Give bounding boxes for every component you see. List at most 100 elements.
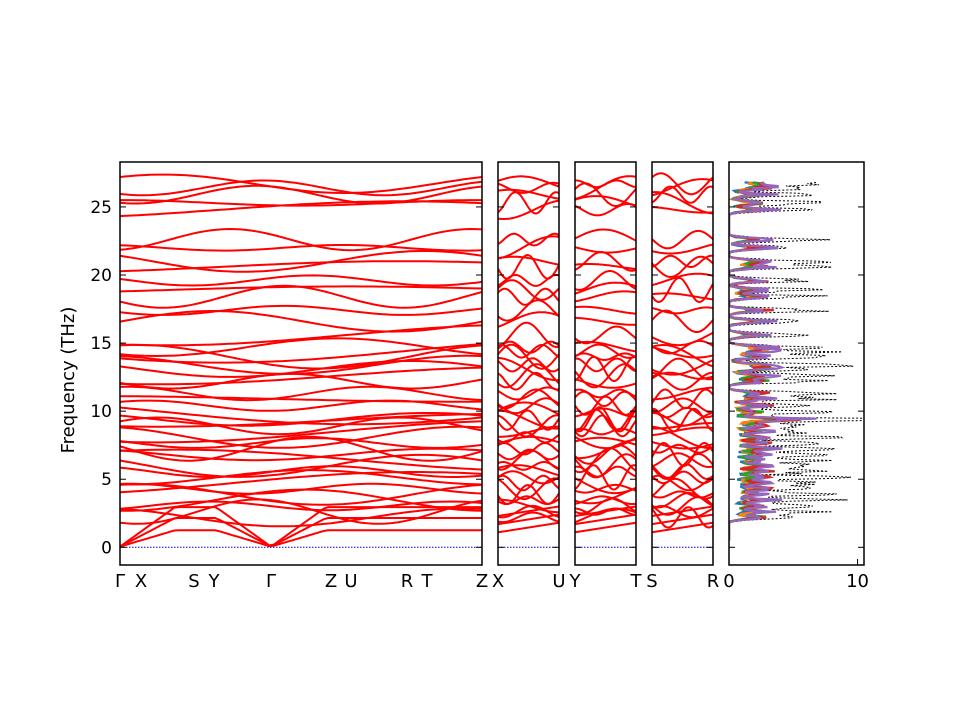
band-44 — [652, 178, 713, 197]
band-7 — [498, 474, 559, 492]
band-9 — [120, 465, 482, 478]
band-44 — [120, 179, 482, 197]
band-37 — [575, 263, 636, 270]
band-21 — [498, 397, 559, 415]
band-45 — [575, 179, 636, 189]
band-42 — [575, 195, 636, 207]
band-13 — [120, 435, 482, 462]
band-1 — [575, 507, 636, 524]
band-34 — [498, 287, 559, 306]
x-tick-label: X — [135, 571, 147, 592]
band-8 — [498, 470, 559, 485]
band-44 — [575, 175, 636, 200]
band-7 — [575, 477, 636, 495]
y-tick-label: 15 — [90, 334, 112, 354]
band-5 — [498, 484, 559, 505]
band-28 — [652, 344, 713, 368]
band-13 — [498, 441, 559, 456]
band-22 — [652, 388, 713, 410]
band-34 — [652, 292, 713, 301]
band-25 — [120, 366, 482, 386]
band-29 — [498, 343, 559, 359]
band-12 — [498, 448, 559, 461]
band-25 — [498, 363, 559, 389]
band-38 — [652, 254, 713, 268]
x-tick-label: X — [492, 571, 504, 592]
acoustic-branch-1 — [652, 521, 713, 534]
x-tick-label: S — [188, 571, 199, 592]
band-35 — [575, 281, 636, 295]
panel-frame — [651, 161, 714, 566]
acoustic-branch-2 — [498, 513, 559, 526]
band-39 — [652, 243, 713, 255]
band-14 — [575, 436, 636, 446]
y-tick-label: 10 — [90, 402, 112, 422]
band-10 — [120, 453, 482, 478]
band-31 — [498, 321, 559, 349]
band-37 — [652, 255, 713, 279]
band-28 — [120, 343, 482, 370]
band-29 — [652, 346, 713, 359]
band-lines — [498, 175, 559, 534]
band-17 — [120, 416, 482, 436]
band-10 — [652, 453, 713, 479]
band-26 — [652, 357, 713, 381]
acoustic-branch-1 — [120, 529, 482, 548]
band-30 — [575, 340, 636, 353]
band-22 — [575, 390, 636, 407]
band-32 — [652, 309, 713, 333]
band-6 — [498, 477, 559, 501]
band-15 — [575, 436, 636, 450]
panel-frame — [119, 161, 483, 566]
band-40 — [575, 228, 636, 242]
band-8 — [575, 464, 636, 491]
x-tick-label: Γ — [266, 571, 276, 592]
band-29 — [120, 343, 482, 364]
band-22 — [498, 388, 559, 410]
band-33 — [120, 304, 482, 316]
band-20 — [652, 406, 713, 419]
band-36 — [575, 270, 636, 291]
band-20 — [120, 406, 482, 426]
band-37 — [498, 253, 559, 280]
x-tick-label: R — [707, 571, 720, 592]
band-12 — [575, 444, 636, 465]
partial-dos-curve-5 — [729, 181, 817, 541]
acoustic-branch-3 — [120, 506, 482, 548]
band-36 — [652, 272, 713, 287]
band-8 — [120, 469, 482, 486]
band-18 — [498, 409, 559, 431]
band-22 — [120, 395, 482, 403]
x-tick-label: R — [401, 571, 414, 592]
x-tick-label: U — [552, 571, 565, 592]
band-45 — [652, 172, 713, 196]
band-26 — [498, 356, 559, 382]
band-36 — [120, 274, 482, 287]
band-45 — [498, 175, 559, 188]
acoustic-branch-3 — [498, 505, 559, 517]
x-tick-label: Y — [569, 571, 582, 592]
x-tick-label: T — [421, 571, 434, 592]
band-12 — [120, 447, 482, 462]
band-20 — [498, 401, 559, 416]
band-19 — [498, 409, 559, 430]
x-tick-label: Z — [325, 571, 337, 592]
band-26 — [120, 359, 482, 378]
band-32 — [575, 316, 636, 326]
band-29 — [575, 343, 636, 359]
band-3 — [498, 498, 559, 514]
band-24 — [120, 372, 482, 390]
band-3 — [120, 500, 482, 512]
band-23 — [652, 386, 713, 401]
x-tick-label: T — [630, 571, 643, 592]
band-33 — [575, 305, 636, 315]
band-38 — [120, 250, 482, 273]
band-40 — [498, 232, 559, 247]
y-tick-label: 25 — [90, 198, 112, 218]
band-44 — [498, 181, 559, 194]
band-40 — [652, 229, 713, 250]
band-6 — [652, 477, 713, 500]
